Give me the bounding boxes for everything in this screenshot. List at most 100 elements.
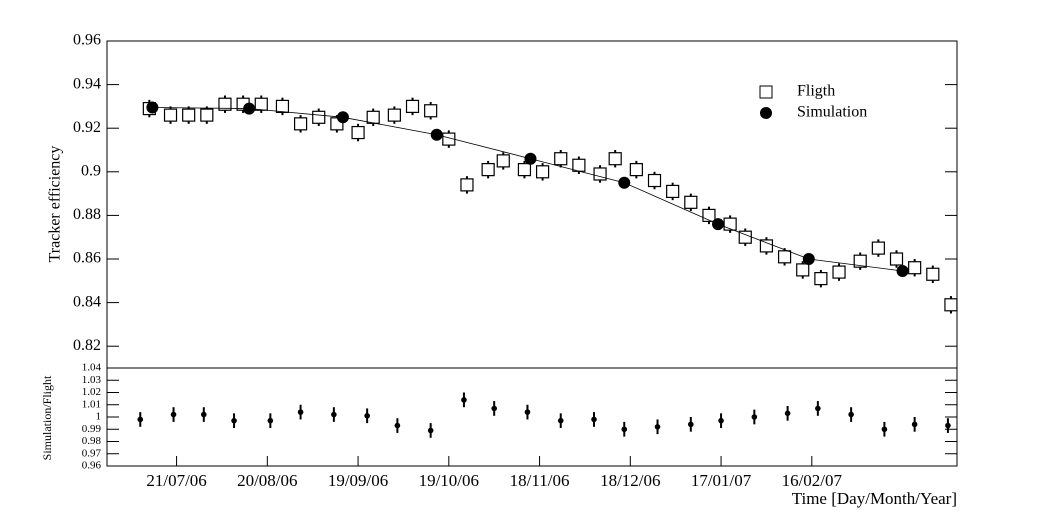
legend-marker bbox=[759, 85, 773, 99]
point bbox=[137, 416, 144, 423]
y-tick-label: 0.92 bbox=[73, 119, 101, 136]
y-tick-label: 0.97 bbox=[82, 447, 102, 459]
y-axis-label: Tracker efficiency bbox=[47, 146, 64, 263]
y-tick-label: 0.94 bbox=[73, 75, 101, 92]
point bbox=[331, 411, 337, 418]
point bbox=[911, 421, 918, 428]
point bbox=[491, 405, 497, 412]
y-tick-label: 1.03 bbox=[82, 374, 102, 386]
point bbox=[554, 152, 568, 166]
point bbox=[702, 208, 716, 222]
point bbox=[629, 163, 643, 177]
x-tick-label: 17/01/07 bbox=[691, 471, 752, 490]
point bbox=[557, 417, 564, 424]
point bbox=[896, 264, 909, 277]
y-tick-label: 0.98 bbox=[82, 435, 102, 447]
point bbox=[182, 108, 196, 122]
y-axis-label: Simulation/Flight bbox=[40, 375, 54, 460]
point bbox=[524, 409, 531, 415]
point bbox=[218, 97, 232, 111]
x-tick-label: 18/12/06 bbox=[600, 471, 660, 490]
point bbox=[712, 218, 725, 231]
legend-marker bbox=[760, 107, 772, 119]
point bbox=[751, 414, 758, 420]
point bbox=[267, 417, 274, 424]
point bbox=[293, 117, 308, 131]
y-tick-label: 0.82 bbox=[73, 337, 101, 354]
y-tick-label: 1.04 bbox=[82, 362, 102, 374]
point bbox=[336, 111, 349, 124]
x-tick-label: 16/02/07 bbox=[782, 471, 843, 490]
point bbox=[591, 416, 597, 423]
point bbox=[146, 101, 159, 114]
point bbox=[461, 397, 467, 403]
point bbox=[848, 411, 854, 418]
point bbox=[654, 424, 661, 430]
point bbox=[926, 267, 940, 281]
point bbox=[170, 411, 177, 418]
point bbox=[200, 411, 207, 418]
point bbox=[231, 417, 237, 424]
point bbox=[351, 125, 365, 140]
y-tick-label: 0.96 bbox=[82, 460, 102, 472]
legend-label: Fligth bbox=[797, 83, 835, 100]
point bbox=[618, 176, 631, 189]
y-tick-label: 1.01 bbox=[82, 398, 101, 410]
point bbox=[945, 422, 951, 429]
point bbox=[496, 154, 510, 168]
point bbox=[796, 263, 810, 277]
point bbox=[460, 178, 474, 192]
x-tick-label: 19/10/06 bbox=[419, 471, 479, 490]
point bbox=[424, 104, 438, 118]
point bbox=[405, 99, 420, 114]
point bbox=[163, 108, 178, 122]
y-tick-label: 1.02 bbox=[82, 386, 101, 398]
point bbox=[802, 253, 815, 265]
point bbox=[684, 195, 698, 209]
point bbox=[814, 272, 828, 286]
point bbox=[297, 409, 304, 415]
point bbox=[944, 298, 958, 312]
point bbox=[427, 427, 434, 434]
point bbox=[364, 412, 370, 419]
point bbox=[572, 158, 586, 172]
x-tick-label: 19/09/06 bbox=[328, 471, 388, 490]
point bbox=[621, 426, 628, 433]
point bbox=[481, 163, 495, 177]
point bbox=[275, 99, 290, 114]
point bbox=[394, 422, 401, 429]
x-tick-label: 21/07/06 bbox=[146, 471, 206, 490]
point bbox=[366, 110, 380, 124]
point bbox=[312, 110, 326, 124]
point bbox=[243, 102, 256, 115]
point bbox=[524, 152, 537, 165]
point bbox=[759, 239, 774, 253]
point bbox=[688, 421, 694, 428]
point bbox=[815, 405, 821, 412]
point bbox=[832, 265, 846, 279]
point bbox=[871, 241, 885, 255]
point bbox=[430, 128, 443, 141]
x-axis-label: Time [Day/Month/Year] bbox=[792, 489, 957, 508]
x-tick-label: 18/11/06 bbox=[510, 471, 570, 490]
y-tick-label: 0.96 bbox=[73, 32, 101, 49]
y-tick-label: 0.99 bbox=[82, 423, 102, 435]
point bbox=[535, 165, 550, 179]
point bbox=[517, 163, 532, 177]
point bbox=[254, 97, 268, 111]
point bbox=[908, 261, 922, 275]
y-tick-label: 0.86 bbox=[73, 250, 101, 267]
point bbox=[593, 167, 607, 181]
point bbox=[784, 410, 791, 417]
y-tick-label: 1 bbox=[96, 411, 102, 423]
legend-label: Simulation bbox=[797, 104, 867, 121]
y-tick-label: 0.9 bbox=[81, 162, 101, 179]
point bbox=[881, 426, 888, 433]
line bbox=[152, 107, 903, 272]
point bbox=[853, 254, 867, 268]
point bbox=[718, 417, 724, 424]
point bbox=[647, 173, 662, 188]
point bbox=[608, 152, 622, 166]
point bbox=[666, 184, 680, 199]
